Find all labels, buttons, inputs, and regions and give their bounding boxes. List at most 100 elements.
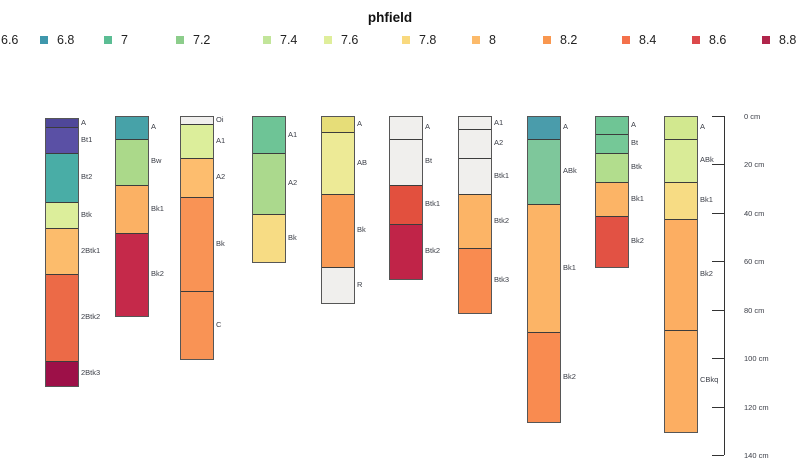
horizon-label: Btk [81,209,92,219]
legend-value: 6.8 [57,33,75,47]
horizon-rect [322,117,354,132]
legend-swatch [402,36,410,44]
soil-profile [321,116,355,305]
horizon-label: Btk1 [494,170,510,180]
depth-tick [712,406,724,408]
depth-tick [712,212,724,214]
horizon-rect [390,223,422,280]
depth-tick-label: 80 cm [744,305,765,315]
horizon-label: 2Btk1 [81,245,101,255]
horizon-label: R [357,279,363,289]
horizon-label: Bt [425,156,433,166]
horizon-rect [459,158,491,195]
horizon-label: AB [357,157,368,167]
depth-tick [712,455,724,456]
horizon-rect [116,184,148,234]
soil-profile [180,116,214,361]
horizon-label: CBkq [700,375,719,385]
horizon-rect [596,153,628,183]
horizon-rect [528,117,560,139]
horizon-rect [253,117,285,154]
legend-value: 8 [489,33,496,47]
depth-tick-label: 40 cm [744,208,765,218]
legend-value: 7.2 [193,33,211,47]
legend-swatch [104,36,112,44]
horizon-rect [528,204,560,333]
horizon-label: Btk1 [425,198,441,208]
horizon-label: Bt1 [81,134,93,144]
depth-tick-label: 20 cm [744,160,765,170]
horizon-label: ABk [563,165,577,175]
soil-profile [45,118,79,387]
depth-tick-label: 60 cm [744,257,765,267]
horizon-rect [665,138,697,183]
horizon-label: A [357,118,363,128]
legend-value: 8.2 [560,33,578,47]
horizon-rect [181,124,213,159]
horizon-label: A [425,122,431,132]
horizon-label: Bw [151,156,162,166]
legend-value: 7 [121,33,128,47]
chart-title: phfield [367,10,413,25]
legend-swatch [692,36,700,44]
horizon-rect [390,138,422,185]
horizon-label: A [700,122,706,132]
horizon-label: A2 [494,138,504,148]
horizon-rect [390,184,422,224]
horizon-label: Bk1 [700,195,713,205]
horizon-rect [528,332,560,423]
legend-swatch [762,36,770,44]
depth-tick [712,116,724,117]
horizon-label: Bk2 [151,268,164,278]
horizon-label: A [81,117,87,127]
horizon-rect [322,267,354,304]
legend-value: 8.4 [639,33,657,47]
horizon-rect [665,218,697,331]
horizon-rect [665,182,697,219]
horizon-label: A2 [216,172,226,182]
horizon-rect [596,216,628,268]
depth-axis-line [724,116,725,455]
horizon-label: A2 [288,178,298,188]
horizon-rect [528,138,560,205]
depth-tick [712,261,724,263]
horizon-rect [596,182,628,217]
soil-profile [458,116,492,315]
horizon-label: Bk2 [700,268,713,278]
soil-profile [389,116,423,281]
horizon-label: A [151,122,157,132]
horizon-label: 2Btk3 [81,368,101,378]
horizon-rect [46,119,78,127]
depth-tick-label: 120 cm [744,402,769,412]
legend-swatch [263,36,271,44]
horizon-rect [665,117,697,139]
horizon-label: A1 [288,129,298,139]
horizon-rect [181,158,213,197]
horizon-rect [459,194,491,248]
legend-value: 6.6 [1,33,19,47]
horizon-label: Btk [631,162,642,172]
horizon-rect [46,274,78,362]
horizon-label: A [631,119,637,129]
horizon-rect [46,201,78,229]
soil-profile [527,116,561,424]
legend-swatch [176,36,184,44]
horizon-label: Bk [288,232,297,242]
horizon-label: Bk1 [151,203,164,213]
horizon-label: C [216,319,222,329]
depth-tick [712,358,724,360]
horizon-rect [322,131,354,195]
legend-swatch [472,36,480,44]
soil-profile [252,116,286,264]
horizon-rect [253,213,285,263]
legend-swatch [543,36,551,44]
depth-tick-label: 0 cm [744,112,761,121]
horizon-label: Bk2 [631,236,644,246]
horizon-rect [46,228,78,275]
horizon-rect [181,291,213,360]
depth-tick-label: 140 cm [744,451,769,460]
horizon-label: A [563,122,569,132]
horizon-label: ABk [700,155,714,165]
depth-tick [712,164,724,166]
